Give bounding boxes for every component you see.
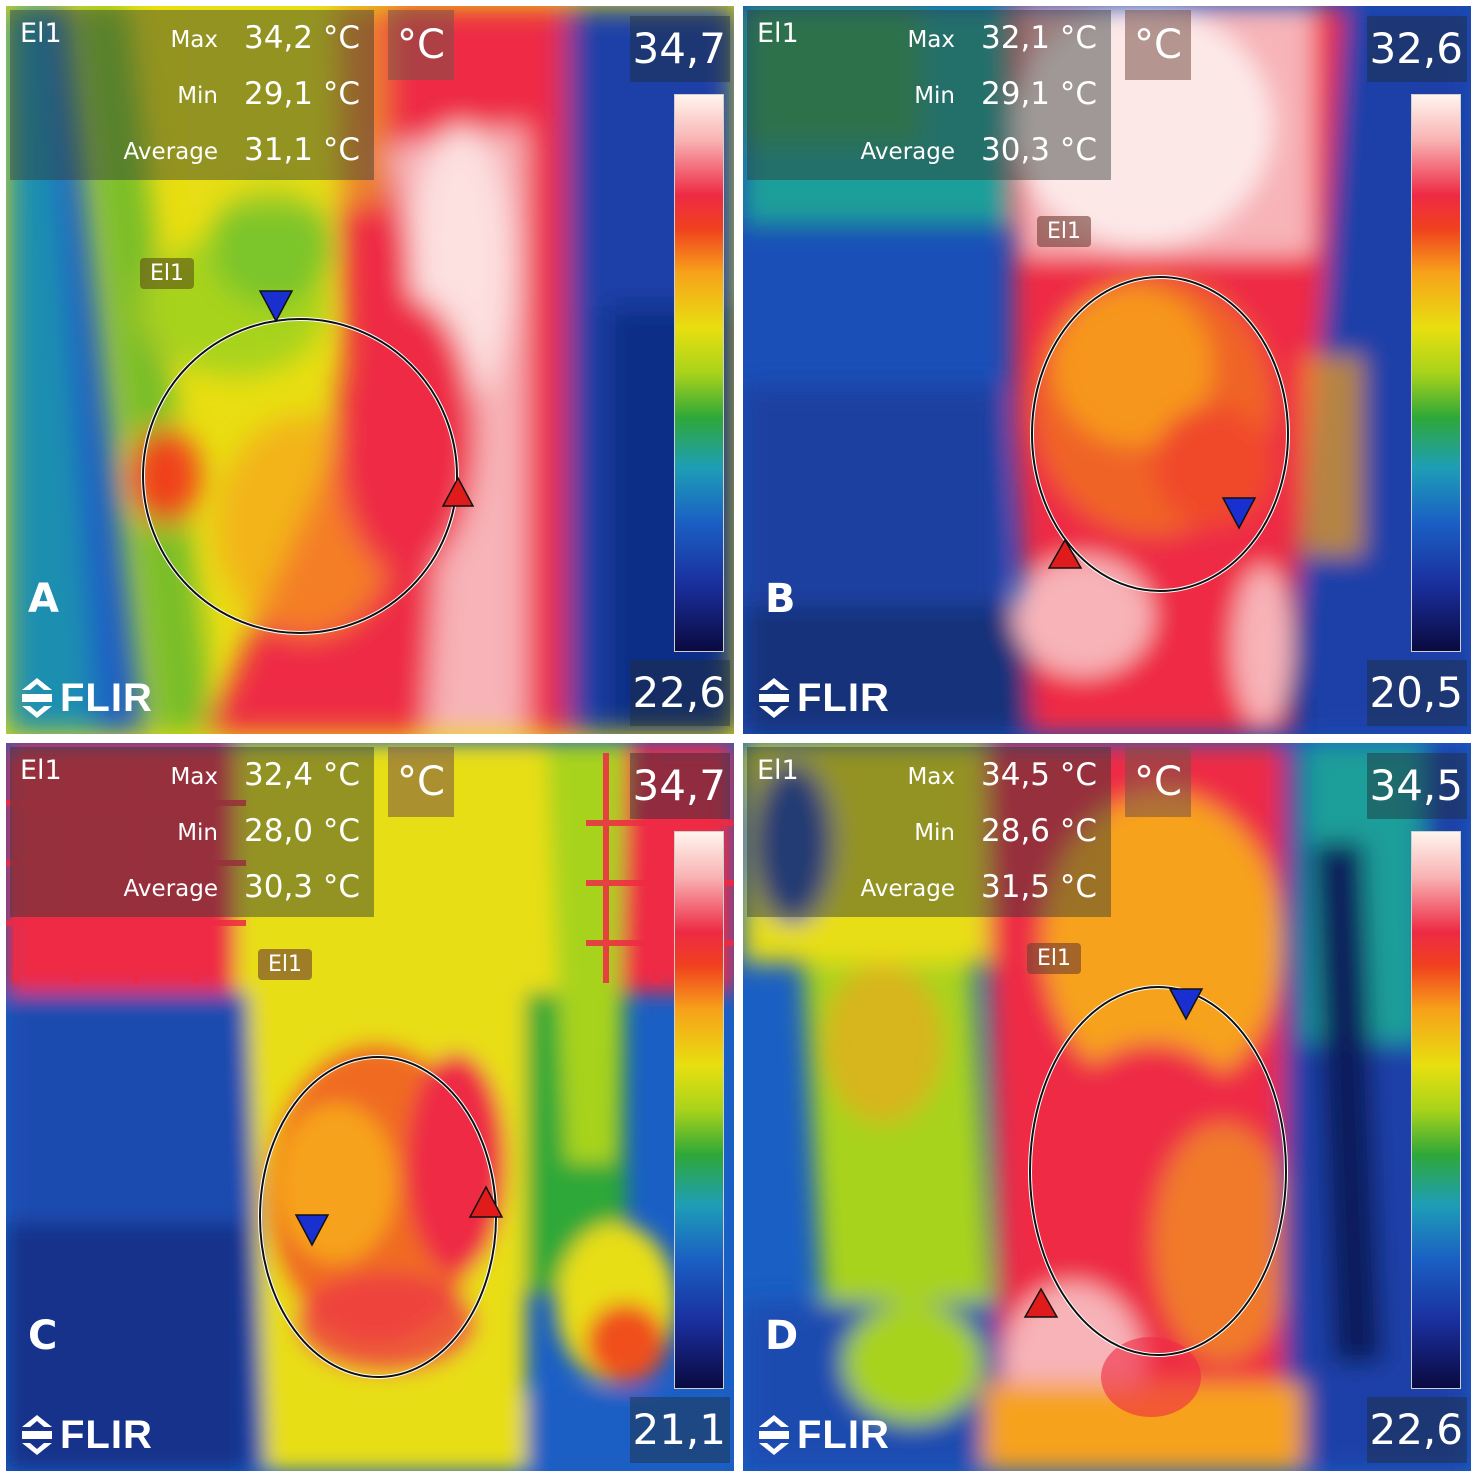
scale-max-value: 34,7 xyxy=(630,753,730,819)
measurement-tag: El1 xyxy=(757,18,799,49)
flir-wordmark: FLIR xyxy=(60,1412,153,1457)
thermal-panel-b: El1 Max 32,1 °C Min 29,1 °C Average 30,3 °C… xyxy=(743,6,1471,734)
measurement-tag: El1 xyxy=(20,18,62,49)
min-value: 29,1 °C xyxy=(981,76,1098,112)
thermal-panel-d: El1 Max 34,5 °C Min 28,6 °C Average 31,5 °C… xyxy=(743,743,1471,1471)
measurement-box: El1 Max 34,2 °C Min 29,1 °C Average 31,1 °C xyxy=(10,10,374,180)
unit-badge: °C xyxy=(388,747,454,817)
max-marker xyxy=(441,476,475,507)
average-value: 31,5 °C xyxy=(981,869,1098,905)
min-value: 28,6 °C xyxy=(981,813,1098,849)
flir-logo-icon xyxy=(759,1415,789,1455)
measurement-tag: El1 xyxy=(757,755,799,786)
scale-min-value: 20,5 xyxy=(1367,660,1467,726)
min-marker xyxy=(294,1214,330,1247)
measurement-box: El1 Max 32,1 °C Min 29,1 °C Average 30,3 °C xyxy=(747,10,1111,180)
scale-max-value: 32,6 xyxy=(1367,16,1467,82)
thermal-scene-b xyxy=(743,6,1471,734)
min-label: Min xyxy=(177,83,218,109)
thermal-image-grid: El1 Max 34,2 °C Min 29,1 °C Average 31,1 °C… xyxy=(6,6,1471,1471)
measurement-box: El1 Max 34,5 °C Min 28,6 °C Average 31,5 °C xyxy=(747,747,1111,917)
thermal-panel-a: El1 Max 34,2 °C Min 29,1 °C Average 31,1 °C… xyxy=(6,6,734,734)
min-value: 29,1 °C xyxy=(244,76,361,112)
unit-badge: °C xyxy=(1125,10,1191,80)
max-marker xyxy=(468,1185,504,1218)
ellipse-label: El1 xyxy=(1027,943,1082,974)
max-value: 34,5 °C xyxy=(981,757,1098,793)
scale-max-value: 34,5 xyxy=(1367,753,1467,819)
min-marker xyxy=(1221,497,1257,530)
measurement-box: El1 Max 32,4 °C Min 28,0 °C Average 30,3 °C xyxy=(10,747,374,917)
flir-logo: FLIR xyxy=(20,1405,153,1465)
max-value: 34,2 °C xyxy=(244,20,361,56)
average-label: Average xyxy=(123,139,218,165)
min-label: Min xyxy=(914,83,955,109)
flir-wordmark: FLIR xyxy=(60,675,153,720)
average-value: 30,3 °C xyxy=(244,869,361,905)
panel-letter: A xyxy=(28,576,59,622)
unit-badge: °C xyxy=(1125,747,1191,817)
flir-logo-icon xyxy=(759,678,789,718)
average-label: Average xyxy=(860,139,955,165)
panel-letter: C xyxy=(28,1313,58,1359)
thermal-panel-c: El1 Max 32,4 °C Min 28,0 °C Average 30,3 °C… xyxy=(6,743,734,1471)
min-value: 28,0 °C xyxy=(244,813,361,849)
panel-letter: B xyxy=(765,576,796,622)
ellipse-label: El1 xyxy=(140,258,195,289)
scale-min-value: 22,6 xyxy=(630,660,730,726)
scale-min-value: 21,1 xyxy=(630,1397,730,1463)
average-label: Average xyxy=(123,876,218,902)
thermal-scene-c xyxy=(6,743,734,1471)
max-value: 32,1 °C xyxy=(981,20,1098,56)
flir-wordmark: FLIR xyxy=(797,1412,890,1457)
average-value: 31,1 °C xyxy=(244,132,361,168)
min-label: Min xyxy=(177,820,218,846)
max-label: Max xyxy=(907,764,955,790)
average-label: Average xyxy=(860,876,955,902)
panel-letter: D xyxy=(765,1313,799,1359)
color-scale-bar xyxy=(1411,831,1461,1389)
min-marker xyxy=(1168,988,1204,1021)
flir-logo: FLIR xyxy=(20,668,153,728)
measurement-tag: El1 xyxy=(20,755,62,786)
ellipse-label: El1 xyxy=(1037,216,1092,247)
ellipse-label: El1 xyxy=(258,949,313,980)
color-scale-bar xyxy=(1411,94,1461,652)
scale-min-value: 22,6 xyxy=(1367,1397,1467,1463)
min-label: Min xyxy=(914,820,955,846)
max-marker xyxy=(1047,538,1083,569)
unit-badge: °C xyxy=(388,10,454,80)
flir-logo-icon xyxy=(22,1415,52,1455)
average-value: 30,3 °C xyxy=(981,132,1098,168)
max-label: Max xyxy=(170,764,218,790)
color-scale-bar xyxy=(674,94,724,652)
flir-wordmark: FLIR xyxy=(797,675,890,720)
flir-logo: FLIR xyxy=(757,1405,890,1465)
min-marker xyxy=(258,290,294,323)
flir-logo-icon xyxy=(22,678,52,718)
thermal-scene-a xyxy=(6,6,734,734)
max-label: Max xyxy=(907,27,955,53)
scale-max-value: 34,7 xyxy=(630,16,730,82)
max-label: Max xyxy=(170,27,218,53)
max-value: 32,4 °C xyxy=(244,757,361,793)
flir-logo: FLIR xyxy=(757,668,890,728)
color-scale-bar xyxy=(674,831,724,1389)
max-marker xyxy=(1023,1287,1059,1318)
